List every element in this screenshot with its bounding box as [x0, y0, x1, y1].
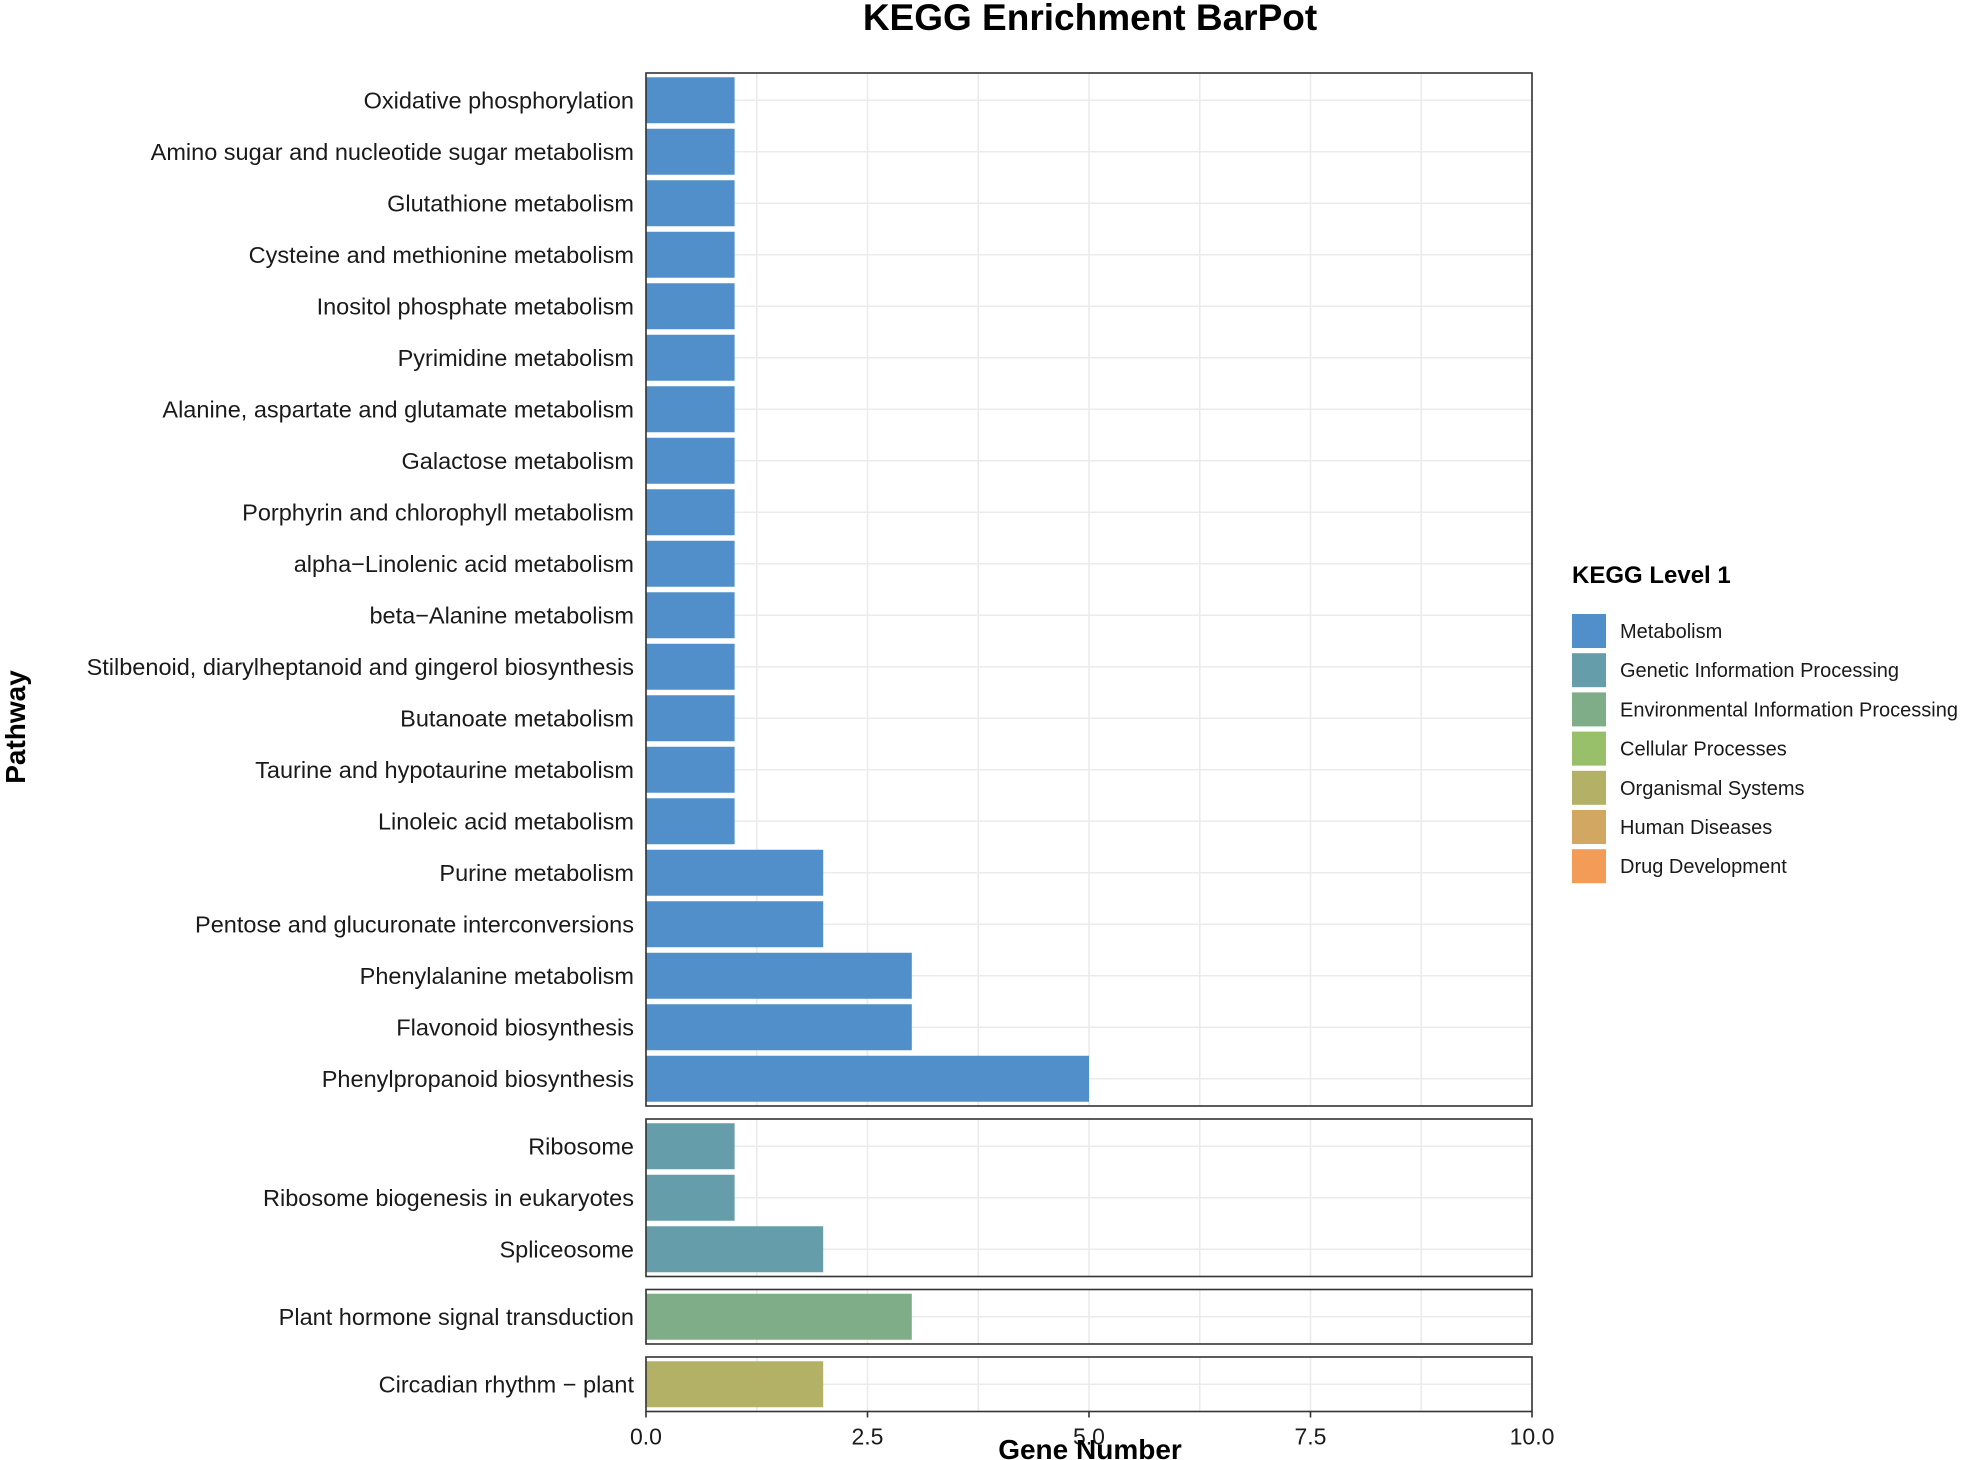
bar — [646, 695, 735, 741]
category-label: Phenylpropanoid biosynthesis — [322, 1066, 634, 1092]
category-label: Alanine, aspartate and glutamate metabol… — [162, 396, 634, 422]
category-label: Purine metabolism — [439, 860, 634, 886]
bar — [646, 1056, 1089, 1102]
legend-swatch — [1572, 810, 1606, 844]
category-label: Pentose and glucuronate interconversions — [195, 911, 634, 937]
legend-label: Drug Development — [1620, 856, 1787, 878]
category-label: Spliceosome — [499, 1236, 634, 1262]
bar — [646, 747, 735, 793]
category-label: Linoleic acid metabolism — [378, 808, 634, 834]
chart-title: KEGG Enrichment BarPot — [863, 0, 1317, 38]
bar — [646, 386, 735, 432]
x-axis-title: Gene Number — [998, 1434, 1182, 1460]
legend-label: Organismal Systems — [1620, 778, 1805, 800]
x-tick-label: 7.5 — [1295, 1424, 1327, 1450]
category-label: Oxidative phosphorylation — [364, 87, 634, 113]
legend-item: Metabolism — [1572, 614, 1722, 648]
bar — [646, 1175, 735, 1221]
category-label: Butanoate metabolism — [400, 705, 634, 731]
x-tick-label: 0.0 — [630, 1424, 662, 1450]
bar — [646, 850, 823, 896]
bar — [646, 592, 735, 638]
y-axis-title: Pathway — [0, 670, 31, 784]
bar — [646, 798, 735, 844]
bar — [646, 335, 735, 381]
bar — [646, 541, 735, 587]
category-label: Ribosome — [528, 1133, 634, 1159]
bar — [646, 1226, 823, 1272]
legend-item: Drug Development — [1572, 849, 1787, 883]
category-label: Taurine and hypotaurine metabolism — [255, 757, 634, 783]
category-label: beta−Alanine metabolism — [369, 602, 634, 628]
legend-label: Cellular Processes — [1620, 739, 1787, 761]
category-label: Amino sugar and nucleotide sugar metabol… — [151, 139, 634, 165]
legend-swatch — [1572, 732, 1606, 766]
bar — [646, 644, 735, 690]
legend-item: Organismal Systems — [1572, 771, 1805, 805]
bar — [646, 180, 735, 226]
panel-1: Ribosome Ribosome biogenesis in eukaryote… — [263, 1119, 1532, 1277]
bar — [646, 901, 823, 947]
legend-swatch — [1572, 692, 1606, 726]
legend-item: Environmental Information Processing — [1572, 692, 1958, 726]
panel-0: Oxidative phosphorylation Amino sugar and… — [87, 73, 1532, 1106]
bar — [646, 953, 912, 999]
category-label: Stilbenoid, diarylheptanoid and gingerol… — [87, 654, 634, 680]
legend-title: KEGG Level 1 — [1572, 562, 1731, 589]
legend: KEGG Level 1 Metabolism Genetic Informati… — [1572, 562, 1958, 883]
bar — [646, 489, 735, 535]
bar — [646, 1294, 912, 1340]
category-label: Glutathione metabolism — [387, 190, 634, 216]
bar — [646, 129, 735, 175]
legend-label: Genetic Information Processing — [1620, 660, 1899, 682]
legend-swatch — [1572, 653, 1606, 687]
bar — [646, 1123, 735, 1169]
bar — [646, 283, 735, 329]
x-tick-label: 10.0 — [1510, 1424, 1555, 1450]
legend-item: Genetic Information Processing — [1572, 653, 1899, 687]
category-label: alpha−Linolenic acid metabolism — [294, 551, 634, 577]
panel-3: Circadian rhythm − plant — [379, 1357, 1532, 1412]
legend-item: Human Diseases — [1572, 810, 1772, 844]
category-label: Plant hormone signal transduction — [279, 1304, 634, 1330]
bar — [646, 77, 735, 123]
category-label: Phenylalanine metabolism — [360, 963, 634, 989]
category-label: Ribosome biogenesis in eukaryotes — [263, 1185, 634, 1211]
legend-label: Metabolism — [1620, 621, 1722, 643]
category-label: Circadian rhythm − plant — [379, 1371, 635, 1397]
x-tick-label: 2.5 — [852, 1424, 884, 1450]
legend-label: Human Diseases — [1620, 817, 1772, 839]
category-label: Flavonoid biosynthesis — [396, 1014, 634, 1040]
legend-item: Cellular Processes — [1572, 732, 1787, 766]
bar — [646, 438, 735, 484]
bar — [646, 1004, 912, 1050]
chart: KEGG Enrichment BarPot Oxidative phospho… — [0, 0, 1969, 1460]
category-label: Inositol phosphate metabolism — [317, 293, 634, 319]
bar — [646, 232, 735, 278]
legend-swatch — [1572, 614, 1606, 648]
plot-panels: Oxidative phosphorylation Amino sugar and… — [87, 73, 1532, 1412]
category-label: Galactose metabolism — [402, 448, 635, 474]
category-label: Cysteine and methionine metabolism — [249, 242, 634, 268]
bar — [646, 1361, 823, 1407]
legend-swatch — [1572, 849, 1606, 883]
category-label: Porphyrin and chlorophyll metabolism — [242, 499, 634, 525]
legend-label: Environmental Information Processing — [1620, 699, 1958, 721]
category-label: Pyrimidine metabolism — [398, 345, 634, 371]
panel-2: Plant hormone signal transduction — [279, 1290, 1532, 1345]
legend-swatch — [1572, 771, 1606, 805]
